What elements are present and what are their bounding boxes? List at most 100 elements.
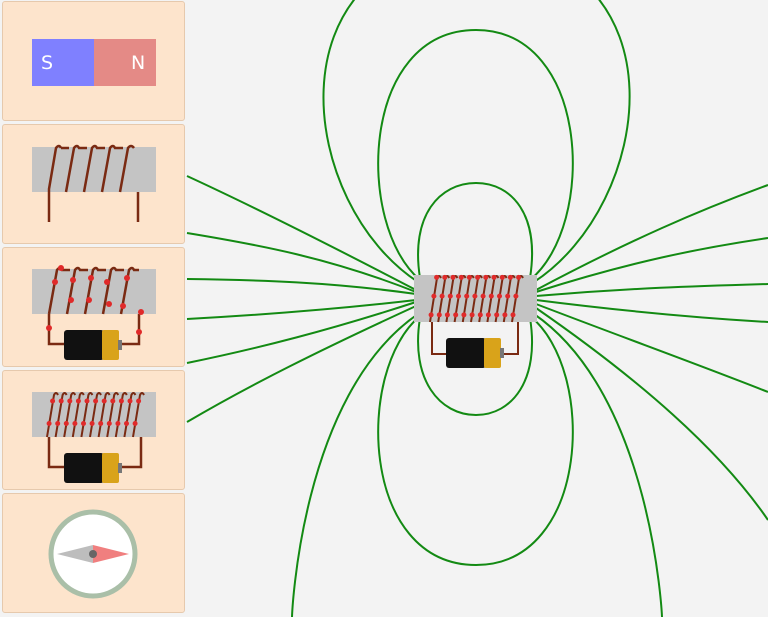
electron: [458, 274, 464, 280]
electron: [75, 398, 81, 404]
coil-turn: [106, 392, 120, 438]
electron: [507, 274, 513, 280]
electron: [132, 421, 138, 426]
palette-coil[interactable]: [2, 124, 185, 244]
north-label: N: [131, 52, 145, 74]
magnet-north-pole: [94, 39, 156, 86]
em-wire: [47, 266, 141, 346]
electron: [510, 312, 516, 318]
coil-turn: [54, 392, 68, 438]
field-line: [186, 301, 417, 364]
field-line: [186, 278, 417, 295]
electron: [50, 398, 56, 404]
field-line: [377, 315, 574, 567]
electron: [475, 274, 481, 280]
compass-needle-south: [57, 545, 93, 563]
field-line: [417, 317, 533, 417]
coil-turn: [63, 392, 77, 438]
electron: [442, 274, 448, 280]
electron: [466, 274, 472, 280]
field-line: [291, 313, 419, 617]
electron: [72, 421, 78, 426]
coil-turn: [46, 392, 59, 438]
electron: [84, 398, 90, 404]
electron: [431, 293, 437, 299]
electron: [494, 312, 500, 318]
magnetic-field-lines: [186, 0, 768, 617]
coil-turn: [114, 392, 128, 438]
electron: [124, 421, 129, 426]
battery-icon: [64, 330, 104, 360]
electron: [497, 293, 502, 299]
electron: [464, 293, 470, 299]
battery-icon: [64, 453, 104, 483]
palette-electromagnet-few-turns[interactable]: [2, 247, 185, 367]
electron: [115, 421, 121, 426]
field-line: [533, 313, 663, 617]
coil-turn: [89, 392, 102, 438]
electron: [63, 421, 69, 426]
electron: [444, 312, 450, 318]
palette-compass[interactable]: [2, 493, 185, 613]
electron: [58, 398, 64, 404]
field-line: [186, 299, 417, 320]
electron: [439, 293, 445, 299]
coil-turn: [123, 392, 137, 438]
electron: [81, 421, 86, 426]
electron: [46, 421, 52, 426]
electron: [89, 421, 95, 426]
palette-electromagnet-many-turns[interactable]: [2, 370, 185, 490]
electrons: [46, 398, 142, 426]
electron: [106, 421, 112, 426]
field-line: [535, 237, 768, 293]
electron: [136, 398, 142, 404]
electron: [67, 398, 73, 404]
electron: [110, 398, 116, 404]
electron: [55, 421, 61, 426]
electron: [428, 312, 434, 318]
coil-turn: [132, 392, 145, 438]
electron: [127, 398, 133, 404]
electron: [480, 293, 486, 299]
electron: [450, 274, 456, 280]
electron: [118, 398, 124, 404]
electromagnet-object[interactable]: [414, 274, 537, 368]
coil-wire: [47, 144, 140, 222]
electrons: [46, 265, 144, 335]
electron: [472, 293, 478, 299]
electron: [513, 293, 519, 299]
electron: [453, 312, 459, 318]
south-label: S: [41, 52, 53, 74]
electron: [93, 398, 99, 404]
field-line: [186, 232, 417, 293]
electron: [477, 312, 483, 318]
electron: [485, 312, 491, 318]
em-wire: [46, 392, 145, 438]
electron: [491, 274, 497, 280]
field-line: [535, 184, 768, 291]
electron: [505, 293, 511, 299]
electron: [499, 274, 505, 280]
magnet-south-pole: [32, 39, 94, 86]
field-line: [377, 28, 574, 281]
field-line: [535, 283, 768, 297]
electron: [488, 293, 494, 299]
electron: [447, 293, 453, 299]
field-line: [535, 303, 768, 393]
battery-icon: [446, 338, 486, 368]
electron: [469, 312, 475, 318]
coil-turn: [80, 392, 94, 438]
compass-needle-north: [93, 545, 129, 563]
electron: [516, 274, 522, 280]
electron: [436, 312, 442, 318]
palette-bar-magnet[interactable]: S N: [2, 1, 185, 121]
electrons: [428, 274, 522, 318]
toolbox-sidebar: S N: [0, 0, 187, 617]
field-line: [186, 175, 417, 291]
electron: [98, 421, 104, 426]
field-line: [186, 305, 417, 423]
electron: [483, 274, 489, 280]
field-line: [535, 299, 768, 323]
field-line: [535, 307, 768, 521]
